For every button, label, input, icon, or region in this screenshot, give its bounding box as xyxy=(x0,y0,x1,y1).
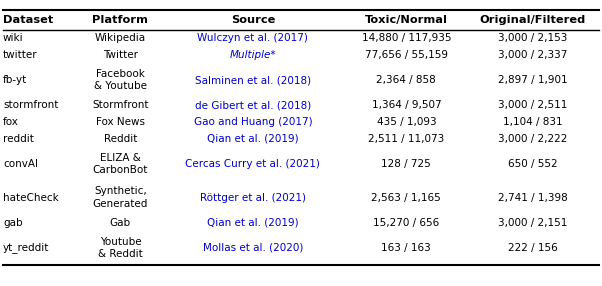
Text: 435 / 1,093: 435 / 1,093 xyxy=(376,117,436,127)
Text: Cercas Curry et al. (2021): Cercas Curry et al. (2021) xyxy=(185,159,320,169)
Text: de Gibert et al. (2018): de Gibert et al. (2018) xyxy=(194,100,311,110)
Text: Source: Source xyxy=(231,15,275,25)
Text: wiki: wiki xyxy=(3,33,23,43)
Text: 222 / 156: 222 / 156 xyxy=(508,243,557,253)
Text: Salminen et al. (2018): Salminen et al. (2018) xyxy=(195,75,311,85)
Text: 3,000 / 2,151: 3,000 / 2,151 xyxy=(498,218,568,228)
Text: 3,000 / 2,511: 3,000 / 2,511 xyxy=(498,100,568,110)
Text: fb-yt: fb-yt xyxy=(3,75,27,85)
Text: 77,656 / 55,159: 77,656 / 55,159 xyxy=(365,50,448,60)
Text: Gao and Huang (2017): Gao and Huang (2017) xyxy=(193,117,312,127)
Text: Fox News: Fox News xyxy=(96,117,145,127)
Text: Toxic/Normal: Toxic/Normal xyxy=(365,15,448,25)
Text: Dataset: Dataset xyxy=(3,15,53,25)
Text: fox: fox xyxy=(3,117,19,127)
Text: Multiple*: Multiple* xyxy=(229,50,276,60)
Text: 1,104 / 831: 1,104 / 831 xyxy=(503,117,563,127)
Text: 2,511 / 11,073: 2,511 / 11,073 xyxy=(368,134,444,144)
Text: 3,000 / 2,222: 3,000 / 2,222 xyxy=(498,134,568,144)
Text: twitter: twitter xyxy=(3,50,38,60)
Text: 14,880 / 117,935: 14,880 / 117,935 xyxy=(362,33,451,43)
Text: 2,563 / 1,165: 2,563 / 1,165 xyxy=(371,192,441,202)
Text: Wikipedia: Wikipedia xyxy=(95,33,146,43)
Text: 2,364 / 858: 2,364 / 858 xyxy=(376,75,436,85)
Text: 650 / 552: 650 / 552 xyxy=(508,159,557,169)
Text: Qian et al. (2019): Qian et al. (2019) xyxy=(207,218,299,228)
Text: 128 / 725: 128 / 725 xyxy=(382,159,431,169)
Text: Facebook
& Youtube: Facebook & Youtube xyxy=(94,69,147,92)
Text: Twitter: Twitter xyxy=(103,50,138,60)
Text: gab: gab xyxy=(3,218,23,228)
Text: Qian et al. (2019): Qian et al. (2019) xyxy=(207,134,299,144)
Text: 2,741 / 1,398: 2,741 / 1,398 xyxy=(498,192,568,202)
Text: Röttger et al. (2021): Röttger et al. (2021) xyxy=(200,192,306,202)
Text: 15,270 / 656: 15,270 / 656 xyxy=(373,218,439,228)
Text: 163 / 163: 163 / 163 xyxy=(382,243,431,253)
Text: stormfront: stormfront xyxy=(3,100,58,110)
Text: Gab: Gab xyxy=(110,218,131,228)
Text: ELIZA &
CarbonBot: ELIZA & CarbonBot xyxy=(93,153,148,175)
Text: yt_reddit: yt_reddit xyxy=(3,242,49,253)
Text: hateCheck: hateCheck xyxy=(3,192,59,202)
Text: 3,000 / 2,337: 3,000 / 2,337 xyxy=(498,50,568,60)
Text: 2,897 / 1,901: 2,897 / 1,901 xyxy=(498,75,568,85)
Text: convAI: convAI xyxy=(3,159,38,169)
Text: 3,000 / 2,153: 3,000 / 2,153 xyxy=(498,33,568,43)
Text: reddit: reddit xyxy=(3,134,34,144)
Text: Mollas et al. (2020): Mollas et al. (2020) xyxy=(203,243,303,253)
Text: Youtube
& Reddit: Youtube & Reddit xyxy=(98,237,143,259)
Text: Platform: Platform xyxy=(93,15,148,25)
Text: Stormfront: Stormfront xyxy=(92,100,149,110)
Text: Original/Filtered: Original/Filtered xyxy=(480,15,586,25)
Text: Synthetic,
Generated: Synthetic, Generated xyxy=(93,186,148,209)
Text: Reddit: Reddit xyxy=(104,134,137,144)
Text: Wulczyn et al. (2017): Wulczyn et al. (2017) xyxy=(197,33,308,43)
Text: 1,364 / 9,507: 1,364 / 9,507 xyxy=(371,100,441,110)
